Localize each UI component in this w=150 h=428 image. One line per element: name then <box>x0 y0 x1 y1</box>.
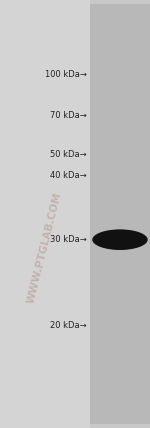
Ellipse shape <box>98 231 142 249</box>
Ellipse shape <box>117 236 123 244</box>
Ellipse shape <box>101 232 140 248</box>
Ellipse shape <box>119 236 121 243</box>
Ellipse shape <box>95 230 145 249</box>
Ellipse shape <box>110 234 130 245</box>
Ellipse shape <box>116 235 124 244</box>
Ellipse shape <box>114 235 126 244</box>
Ellipse shape <box>102 232 138 247</box>
Text: 70 kDa→: 70 kDa→ <box>50 111 87 120</box>
Text: WWW.PTGLAB.COM: WWW.PTGLAB.COM <box>26 192 64 305</box>
Ellipse shape <box>106 233 134 247</box>
Ellipse shape <box>105 233 135 247</box>
Bar <box>90 4 150 424</box>
Ellipse shape <box>92 229 148 250</box>
Text: 20 kDa→: 20 kDa→ <box>50 321 87 330</box>
Text: 30 kDa→: 30 kDa→ <box>50 235 87 244</box>
Ellipse shape <box>113 235 127 244</box>
Ellipse shape <box>109 234 131 246</box>
Ellipse shape <box>94 230 146 250</box>
Ellipse shape <box>99 231 141 248</box>
Text: 50 kDa→: 50 kDa→ <box>50 149 87 159</box>
Text: 40 kDa→: 40 kDa→ <box>50 171 87 180</box>
Text: 100 kDa→: 100 kDa→ <box>45 70 87 80</box>
Ellipse shape <box>96 231 144 249</box>
Ellipse shape <box>112 235 128 245</box>
Ellipse shape <box>108 233 132 246</box>
Bar <box>0 0 90 428</box>
Ellipse shape <box>103 232 137 247</box>
